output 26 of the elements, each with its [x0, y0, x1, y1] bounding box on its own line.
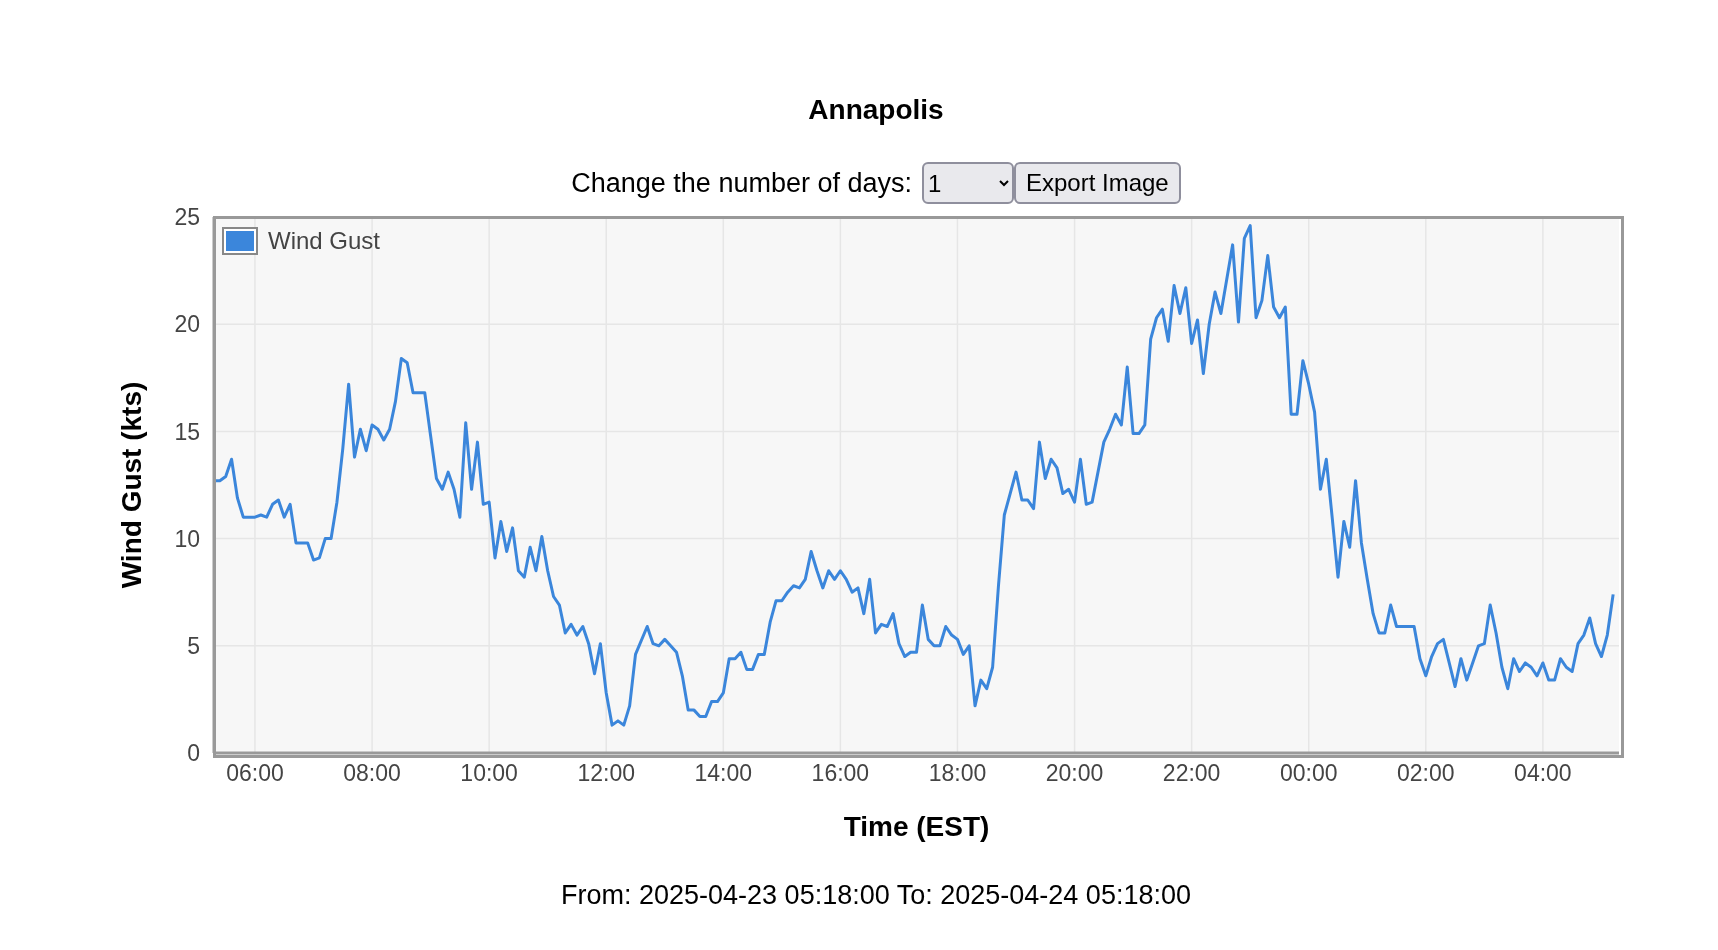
y-tick-label: 20 [174, 311, 200, 338]
x-tick-label: 06:00 [226, 760, 284, 787]
x-tick-label: 10:00 [460, 760, 518, 787]
x-tick-label: 18:00 [928, 760, 987, 787]
x-axis-title: Time (EST) [843, 811, 990, 842]
chart-title: Annapolis [807, 94, 945, 126]
export-image-button[interactable]: Export Image [1014, 162, 1181, 204]
text: Change the number of days: [571, 167, 912, 199]
y-axis-title: Wind Gust (kts) [115, 380, 148, 591]
x-tick-label: 08:00 [343, 760, 401, 787]
legend-label: Wind Gust [268, 227, 381, 255]
x-tick-label: 04:00 [1514, 760, 1572, 787]
x-tick-label: 00:00 [1279, 760, 1338, 787]
x-tick-label: 20:00 [1045, 760, 1104, 787]
y-tick-label: 0 [187, 740, 200, 767]
x-tick-label: 14:00 [694, 760, 753, 787]
x-tick-label: 12:00 [577, 760, 636, 787]
y-tick-label: 25 [174, 204, 200, 231]
y-tick-label: 5 [187, 632, 200, 659]
x-tick-label: 22:00 [1162, 760, 1221, 787]
text: From: 2025-04-23 05:18:00 To: 2025-04-24 05:18:00 [560, 880, 1192, 911]
x-tick-label: 02:00 [1397, 760, 1455, 787]
days-select[interactable]: 1 [922, 162, 1014, 204]
x-tick-label: 16:00 [811, 760, 870, 787]
y-tick-label: 10 [174, 525, 200, 552]
y-tick-label: 15 [174, 418, 200, 445]
